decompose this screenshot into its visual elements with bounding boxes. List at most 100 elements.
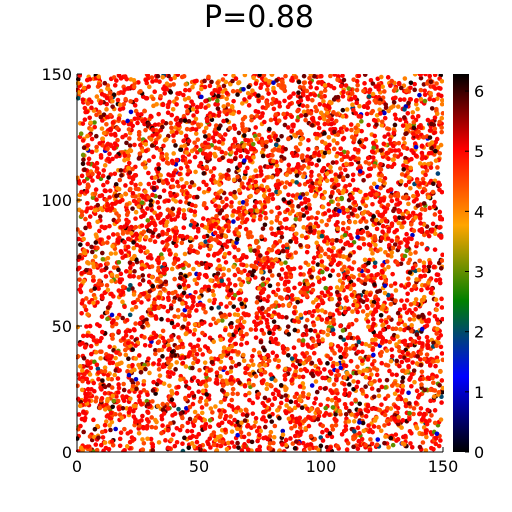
scatter-point xyxy=(99,268,104,273)
scatter-point xyxy=(382,423,387,428)
scatter-point xyxy=(97,214,103,219)
scatter-point xyxy=(328,194,334,199)
scatter-point xyxy=(298,272,303,277)
scatter-point xyxy=(194,351,200,357)
scatter-point xyxy=(255,438,260,444)
scatter-point xyxy=(248,208,254,213)
scatter-point xyxy=(190,102,196,107)
scatter-point xyxy=(203,140,208,146)
scatter-point xyxy=(298,242,303,248)
scatter-point xyxy=(159,416,165,422)
scatter-point xyxy=(334,377,339,383)
scatter-point xyxy=(309,371,315,377)
scatter-point xyxy=(85,206,90,211)
scatter-point xyxy=(324,171,330,176)
scatter-point xyxy=(97,141,102,146)
scatter-point xyxy=(409,236,414,242)
scatter-point xyxy=(204,265,209,271)
scatter-point xyxy=(317,410,323,415)
scatter-point xyxy=(400,215,405,221)
scatter-point xyxy=(304,191,310,197)
scatter-point xyxy=(156,339,162,345)
scatter-point xyxy=(188,342,193,347)
scatter-point xyxy=(347,182,353,188)
scatter-point xyxy=(366,423,371,428)
scatter-point xyxy=(345,440,351,446)
scatter-point xyxy=(364,111,370,117)
scatter-point xyxy=(242,175,247,181)
scatter-point xyxy=(435,302,440,307)
scatter-point xyxy=(297,415,303,421)
scatter-point xyxy=(235,440,240,446)
scatter-point xyxy=(267,441,273,446)
scatter-point xyxy=(186,321,191,327)
scatter-point xyxy=(384,150,390,156)
scatter-point xyxy=(417,258,423,264)
scatter-point xyxy=(365,357,371,362)
scatter-point xyxy=(374,192,379,197)
scatter-point xyxy=(253,168,258,173)
scatter-point xyxy=(366,122,371,128)
scatter-point xyxy=(161,344,167,349)
scatter-point xyxy=(356,339,362,345)
scatter-point xyxy=(268,372,274,377)
scatter-point xyxy=(329,177,335,183)
scatter-point xyxy=(124,202,130,207)
scatter-point xyxy=(267,126,272,132)
scatter-point xyxy=(79,387,85,393)
scatter-point xyxy=(345,173,350,179)
scatter-point xyxy=(328,199,334,204)
scatter-point xyxy=(425,117,431,123)
scatter-point xyxy=(156,111,161,117)
scatter-point xyxy=(428,90,433,96)
scatter-point xyxy=(162,199,167,204)
scatter-point xyxy=(104,107,109,112)
scatter-point xyxy=(229,104,235,109)
scatter-point xyxy=(309,360,315,366)
scatter-point xyxy=(241,358,247,364)
scatter-point xyxy=(359,119,364,124)
scatter-point xyxy=(281,449,287,452)
scatter-point xyxy=(378,161,383,167)
scatter-point xyxy=(85,380,91,385)
scatter-point xyxy=(115,376,121,381)
scatter-point xyxy=(307,267,313,273)
scatter-point xyxy=(188,248,194,254)
scatter-point xyxy=(282,98,287,104)
scatter-point xyxy=(414,241,420,246)
scatter-point xyxy=(337,408,343,414)
scatter-point xyxy=(122,87,127,93)
scatter-point xyxy=(411,317,417,322)
scatter-point xyxy=(241,86,246,92)
scatter-point xyxy=(334,178,339,183)
scatter-point xyxy=(192,209,198,214)
scatter-point xyxy=(192,327,198,333)
scatter-point xyxy=(414,425,420,431)
scatter-point xyxy=(253,260,259,265)
scatter-point xyxy=(327,273,333,278)
scatter-point xyxy=(173,243,179,249)
scatter-point xyxy=(221,83,227,89)
scatter-point xyxy=(414,277,419,282)
scatter-point xyxy=(104,114,110,120)
scatter-point xyxy=(169,217,174,222)
scatter-point xyxy=(110,156,115,162)
scatter-point xyxy=(150,388,156,393)
scatter-point xyxy=(432,199,437,205)
scatter-point xyxy=(275,282,281,287)
scatter-point xyxy=(127,269,133,274)
scatter-point xyxy=(159,316,164,322)
scatter-point xyxy=(351,379,356,384)
scatter-point xyxy=(247,230,253,235)
scatter-point xyxy=(223,74,228,77)
scatter-point xyxy=(183,397,189,402)
scatter-point xyxy=(225,102,231,107)
scatter-point xyxy=(404,194,409,200)
scatter-point xyxy=(439,305,444,310)
scatter-point xyxy=(371,214,377,219)
scatter-point xyxy=(332,129,337,135)
scatter-point xyxy=(383,362,389,368)
scatter-point xyxy=(217,240,223,246)
scatter-point xyxy=(419,382,424,387)
